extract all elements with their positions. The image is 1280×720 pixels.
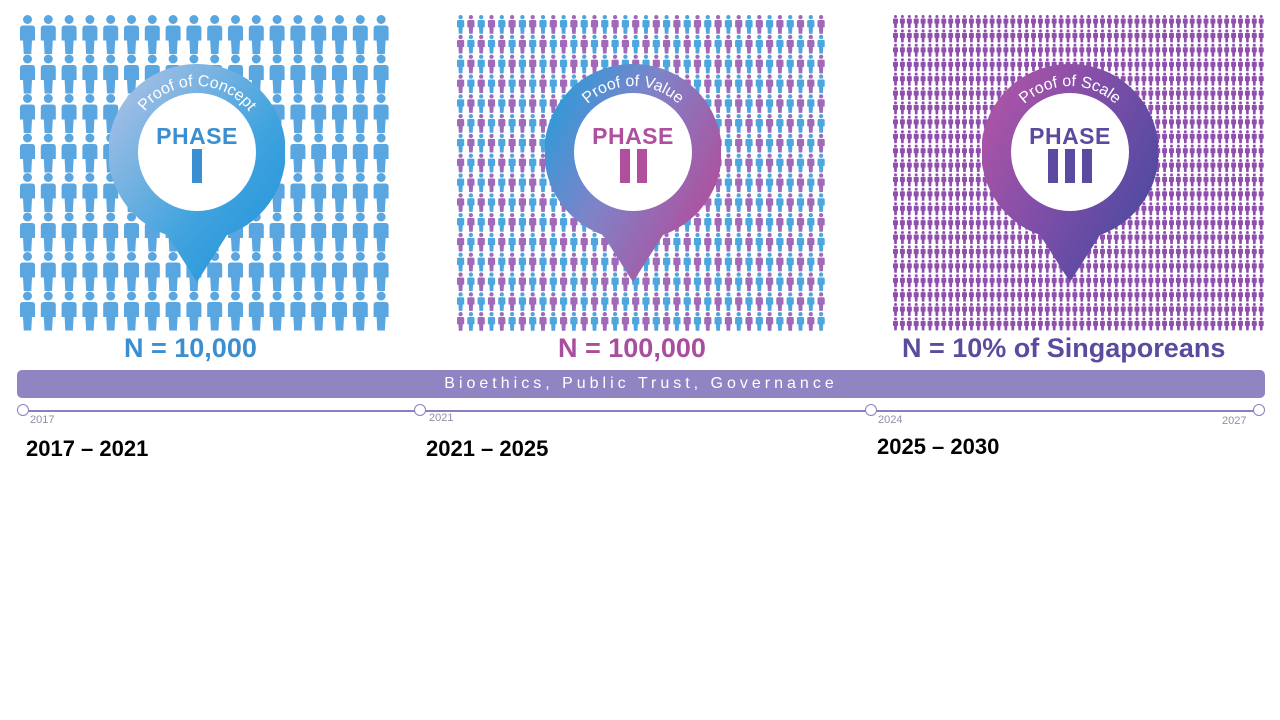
timeline-dot — [17, 404, 29, 416]
timeline-dot — [865, 404, 877, 416]
phase-3-panel — [891, 14, 1265, 332]
phase-2-sample-size: N = 100,000 — [558, 333, 706, 363]
phase-word: PHASE — [156, 123, 238, 149]
timeline-dot — [1253, 404, 1265, 416]
phase-badge: PHASE — [138, 93, 256, 211]
phase-2-panel — [455, 14, 829, 332]
timeline-tick-label: 2024 — [878, 414, 903, 426]
population-grid-phase-3 — [893, 15, 1264, 331]
phase-badge: PHASE — [1011, 93, 1129, 211]
phase-2-date-range: 2021 – 2025 — [426, 436, 549, 461]
timeline-dot — [414, 404, 426, 416]
governance-banner: Bioethics, Public Trust, Governance — [17, 370, 1265, 398]
phase-3-date-range: 2025 – 2030 — [877, 434, 1000, 459]
timeline-tick-label: 2017 — [30, 414, 55, 426]
phase-word: PHASE — [592, 123, 674, 149]
timeline-tick-label: 2027 — [1222, 415, 1247, 427]
population-grid-phase-2 — [457, 15, 825, 331]
phase-numeral-ii — [574, 149, 692, 187]
timeline-line — [24, 410, 1260, 412]
phase-badge: PHASE — [574, 93, 692, 211]
phase-3-pin: Proof of Scale PHASE — [982, 64, 1158, 288]
phase-1-pin: Proof of Concept PHASE — [109, 64, 285, 288]
phase-word: PHASE — [1029, 123, 1111, 149]
timeline-tick-label: 2021 — [429, 412, 454, 424]
phase-numeral-iii — [1011, 149, 1129, 187]
phase-3-sample-size: N = 10% of Singaporeans — [902, 333, 1226, 363]
phase-1-sample-size: N = 10,000 — [124, 333, 257, 363]
phase-numeral-i — [138, 149, 256, 187]
phase-1-date-range: 2017 – 2021 — [26, 436, 149, 461]
phase-2-pin: Proof of Value PHASE — [545, 64, 721, 288]
